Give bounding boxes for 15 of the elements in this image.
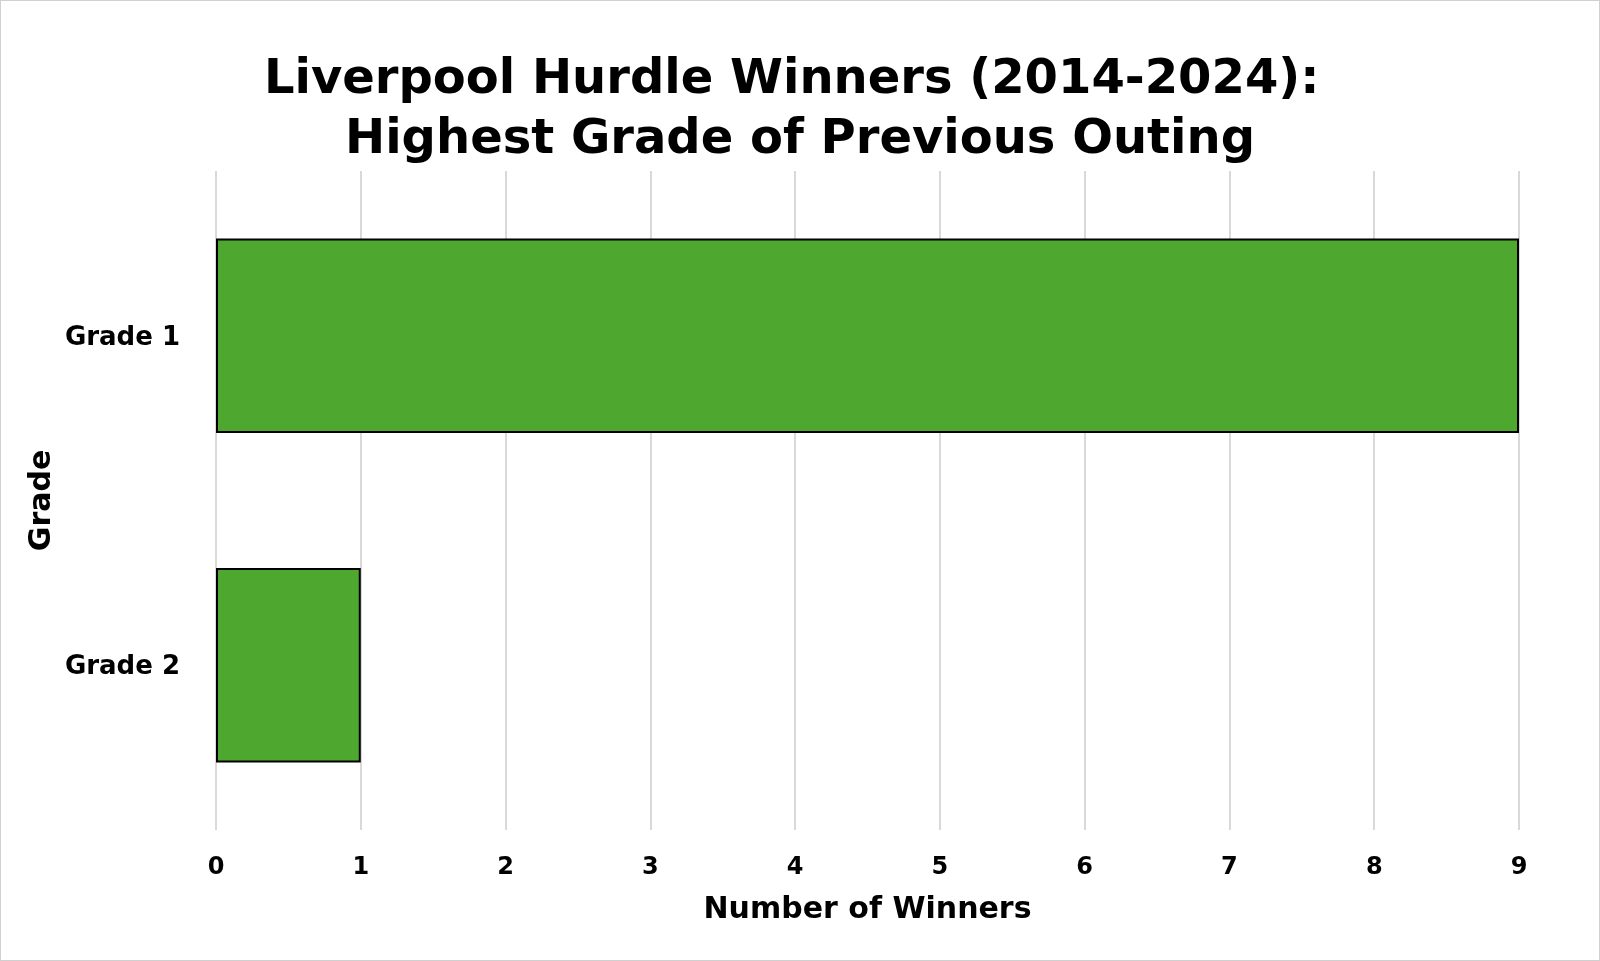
x-tick-label: 0 bbox=[207, 852, 225, 880]
y-tick-label: Grade 2 bbox=[64, 650, 180, 681]
x-tick-label: 2 bbox=[497, 852, 514, 880]
x-tick-label: 3 bbox=[641, 852, 659, 880]
x-tick-label: 5 bbox=[931, 852, 949, 880]
x-axis-title: Number of Winners bbox=[703, 889, 1032, 925]
y-tick-label: Grade 1 bbox=[64, 320, 180, 351]
x-tick-label: 9 bbox=[1510, 852, 1528, 880]
x-tick-label: 6 bbox=[1076, 852, 1094, 880]
chart-title: Liverpool Hurdle Winners (2014-2024): Highest Grade of Previous Outing bbox=[263, 48, 1337, 164]
x-tick-label: 8 bbox=[1365, 852, 1383, 880]
x-tick-label: 1 bbox=[352, 852, 370, 880]
x-tick-label: 4 bbox=[786, 852, 804, 880]
x-tick-label: 7 bbox=[1221, 852, 1238, 880]
y-axis-title: Grade bbox=[21, 449, 57, 552]
